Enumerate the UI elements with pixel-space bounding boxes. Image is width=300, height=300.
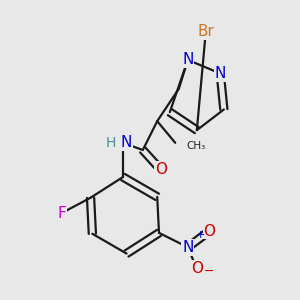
Text: N: N: [121, 135, 132, 150]
Text: H: H: [105, 136, 116, 150]
Text: +: +: [196, 230, 205, 240]
Text: F: F: [57, 206, 66, 220]
Text: CH₃: CH₃: [186, 141, 205, 152]
Text: N: N: [182, 240, 194, 255]
Text: O: O: [191, 261, 203, 276]
Text: O: O: [203, 224, 215, 238]
Text: N: N: [182, 52, 194, 68]
Text: −: −: [204, 265, 214, 278]
Text: N: N: [214, 66, 226, 81]
Text: Br: Br: [197, 24, 214, 39]
Text: O: O: [155, 162, 167, 177]
